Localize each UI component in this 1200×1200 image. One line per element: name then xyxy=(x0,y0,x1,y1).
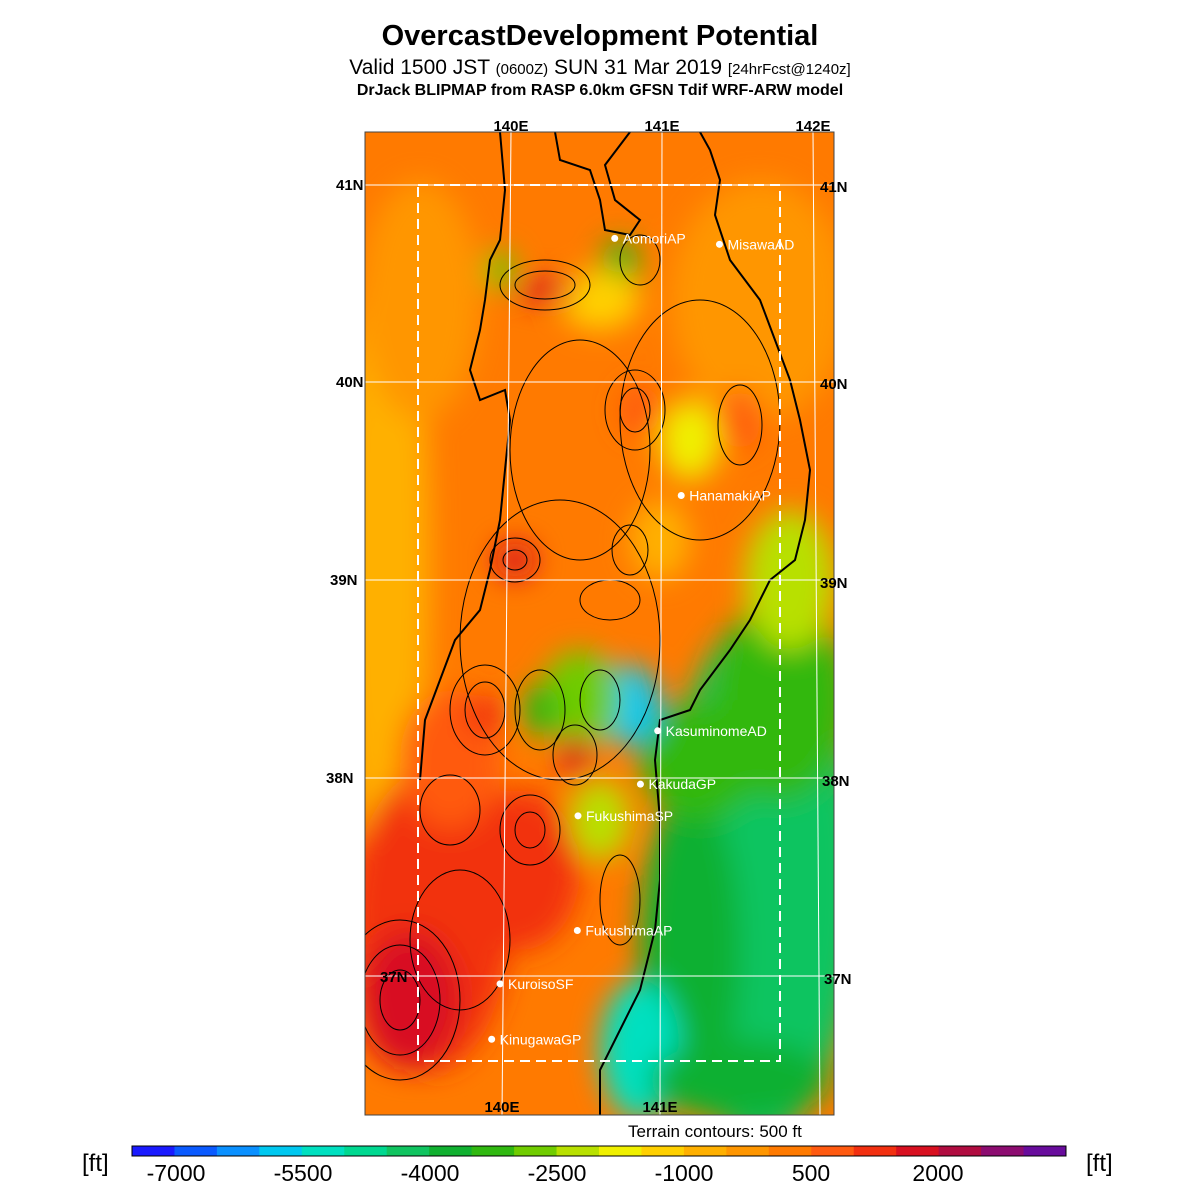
colorbar-swatch xyxy=(641,1146,685,1156)
colorbar-label: -1000 xyxy=(654,1160,714,1186)
colorbar-swatch xyxy=(811,1146,855,1156)
station-marker xyxy=(611,234,619,242)
colorbar-swatch xyxy=(768,1146,812,1156)
colorbar-label: 500 xyxy=(791,1160,831,1186)
lat-label-38-right: 38N xyxy=(822,773,850,790)
station-label: KinugawaGP xyxy=(500,1031,582,1047)
colorbar-swatch xyxy=(174,1146,218,1156)
lat-label-40: 40N xyxy=(336,374,364,391)
colorbar-swatch xyxy=(301,1146,345,1156)
station-marker xyxy=(654,727,662,735)
lat-label-37-right: 37N xyxy=(824,971,852,988)
colorbar-unit-right: [ft] xyxy=(1086,1150,1113,1177)
colorbar-swatch xyxy=(471,1146,515,1156)
colorbar-unit-left: [ft] xyxy=(82,1150,109,1177)
station-label: KasuminomeAD xyxy=(666,723,767,739)
colorbar-label: 2000 xyxy=(912,1160,964,1186)
station-label: MisawaAD xyxy=(727,236,794,252)
station-label: KakudaGP xyxy=(648,776,716,792)
colorbar-swatch xyxy=(896,1146,940,1156)
station-marker xyxy=(496,980,504,988)
colorbar-swatch xyxy=(132,1146,175,1156)
colorbar-swatch xyxy=(726,1146,770,1156)
stations: AomoriAP MisawaAD HanamakiAP KasuminomeAD Ka… xyxy=(488,230,794,1047)
station-label: AomoriAP xyxy=(623,230,686,246)
colorbar-swatch xyxy=(853,1146,897,1156)
colorbar-swatch xyxy=(514,1146,558,1156)
coastline xyxy=(419,132,812,1115)
lat-label-41: 41N xyxy=(336,177,364,194)
colorbar-swatch xyxy=(344,1146,388,1156)
colorbar xyxy=(131,1145,1067,1157)
station-label: KuroisoSF xyxy=(508,976,573,992)
colorbar-label: -4000 xyxy=(400,1160,460,1186)
lat-label-39-right: 39N xyxy=(820,575,848,592)
valid-date: SUN 31 Mar 2019 xyxy=(553,56,723,79)
colorbar-label: -2500 xyxy=(527,1160,587,1186)
colorbar-swatch xyxy=(599,1146,642,1156)
map-field: AomoriAP MisawaAD HanamakiAP KasuminomeAD Ka… xyxy=(365,132,834,1115)
colorbar-swatch xyxy=(386,1146,430,1156)
colorbar-swatch xyxy=(981,1146,1025,1156)
colorbar-label: -7000 xyxy=(146,1160,206,1186)
colorbar-swatch xyxy=(429,1146,473,1156)
station-marker xyxy=(573,927,581,935)
colorbar-swatch xyxy=(683,1146,727,1156)
inner-domain-box xyxy=(417,184,781,1062)
colorbar-swatch xyxy=(938,1146,982,1156)
colorbar-outline xyxy=(131,1145,1067,1157)
lat-labels: 41N 41N 40N 40N 39N 39N 38N 38N 37N 37N xyxy=(326,177,852,988)
colorbar-swatch xyxy=(556,1146,600,1156)
station-label: HanamakiAP xyxy=(689,487,771,503)
station-marker xyxy=(636,780,644,788)
station-marker xyxy=(715,240,723,248)
colorbar-swatch xyxy=(259,1146,303,1156)
lon-label-bottom-140: 140E xyxy=(484,1099,519,1116)
map-frame xyxy=(364,131,835,1116)
lon-label-top-141: 141E xyxy=(644,118,679,135)
lon-label-bottom-141: 141E xyxy=(642,1099,677,1116)
lat-label-39: 39N xyxy=(330,572,358,589)
terrain-note: Terrain contours: 500 ft xyxy=(628,1122,802,1141)
colorbar-label: -5500 xyxy=(273,1160,333,1186)
chart-title: OvercastDevelopment Potential xyxy=(381,20,819,52)
station-label: FukushimaSP xyxy=(586,808,673,824)
lon-label-top-140: 140E xyxy=(493,118,528,135)
station-marker xyxy=(677,491,685,499)
lat-label-41-right: 41N xyxy=(820,179,848,196)
terrain-contours xyxy=(365,234,781,1081)
forecast-info: [24hrFcst@1240z] xyxy=(727,61,851,78)
lon-label-top-142: 142E xyxy=(795,118,830,135)
lat-label-40-right: 40N xyxy=(820,376,848,393)
model-info: DrJack BLIPMAP from RASP 6.0km GFSN Tdif… xyxy=(356,82,844,99)
station-label: FukushimaAP xyxy=(585,923,672,939)
colorbar-swatch xyxy=(1023,1146,1067,1156)
chart-subtitle: Valid 1500 JST (0600Z) SUN 31 Mar 2019 [… xyxy=(0,56,1200,80)
valid-time: Valid 1500 JST xyxy=(349,56,490,79)
lat-label-38: 38N xyxy=(326,770,354,787)
station-marker xyxy=(488,1035,496,1043)
station-marker xyxy=(574,812,582,820)
lat-label-37: 37N xyxy=(380,969,408,986)
colorbar-swatch xyxy=(216,1146,260,1156)
utc-time: (0600Z) xyxy=(495,61,549,78)
